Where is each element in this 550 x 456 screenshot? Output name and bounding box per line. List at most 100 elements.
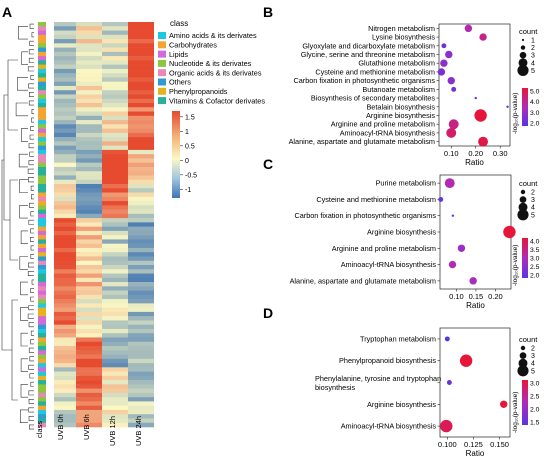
heatmap-cell	[128, 247, 154, 253]
pvalue-colorbar-tick: 1.5	[530, 420, 540, 427]
heatmap-class-cell	[38, 367, 46, 372]
heatmap-cell	[54, 145, 80, 151]
heatmap-class-cell	[38, 392, 46, 398]
heatmap-cell	[102, 77, 128, 82]
heatmap-cell	[128, 260, 154, 266]
heatmap-cell	[102, 311, 128, 317]
heatmap-cell	[76, 51, 102, 57]
heatmap-cell	[76, 371, 102, 377]
heatmap-cell	[102, 324, 128, 330]
heatmap-cell	[76, 303, 102, 308]
heatmap-cell	[76, 196, 102, 202]
heatmap-cell	[76, 239, 102, 244]
heatmap-cell	[128, 196, 154, 202]
heatmap-cell	[128, 166, 154, 172]
heatmap-cell	[54, 132, 80, 138]
heatmap-class-cell	[38, 77, 46, 82]
heatmap-cell	[76, 324, 102, 330]
pvalue-colorbar	[522, 238, 528, 278]
heatmap-cell	[128, 149, 154, 155]
heatmap-cell	[102, 316, 128, 321]
heatmap-class-cell	[38, 333, 46, 338]
heatmap-cell	[76, 154, 102, 159]
pathway-bubble	[448, 260, 457, 269]
heatmap-class-cell	[38, 209, 46, 215]
heatmap-cell	[54, 64, 80, 70]
heatmap-cell	[54, 158, 80, 163]
heatmap-cell	[54, 247, 80, 253]
panel-letter-b: B	[263, 4, 273, 20]
heatmap-cell	[54, 341, 80, 347]
heatmap-cell	[54, 192, 80, 198]
class-legend-label: Nucleotide & its derivates	[169, 59, 252, 68]
heatmap-class-cell	[38, 68, 46, 74]
heatmap-cell	[102, 184, 128, 189]
heatmap-cell	[128, 145, 154, 151]
pvalue-colorbar-tick: 2.5	[530, 264, 540, 271]
heatmap-cell	[76, 290, 102, 296]
heatmap-cell	[76, 166, 102, 172]
pathway-bubble	[446, 380, 452, 385]
heatmap-cell	[76, 111, 102, 117]
heatmap-cell	[54, 149, 80, 155]
heatmap-cell	[102, 286, 128, 291]
heatmap-cell	[128, 34, 154, 40]
category-label: Aminoacyl-tRNA biosynthesis	[341, 422, 437, 431]
pathway-bubble	[440, 419, 453, 433]
heatmap-class-cell	[38, 171, 46, 176]
heatmap-cell	[102, 320, 128, 325]
heatmap-class-cell	[38, 192, 46, 198]
heatmap-cell	[102, 422, 128, 428]
x-tick-label: 0.125	[464, 440, 483, 449]
heatmap-cell	[76, 384, 102, 389]
size-legend-dot	[517, 209, 529, 221]
heatmap-cell	[128, 282, 154, 287]
pvalue-colorbar	[522, 380, 528, 425]
heatmap-class-cell	[38, 235, 46, 240]
size-legend-dot	[519, 352, 527, 359]
panel-letter-c: C	[263, 156, 273, 172]
heatmap-cell	[76, 30, 102, 36]
heatmap-cell	[102, 256, 128, 262]
heatmap-cell	[76, 22, 102, 27]
heatmap-class-cell	[38, 277, 46, 283]
heatmap-cell	[128, 60, 154, 65]
heatmap-class-cell	[38, 184, 46, 189]
size-legend-title: count	[519, 335, 538, 344]
heatmap-class-cell	[38, 132, 46, 138]
colorbar-tick-label: -0.5	[185, 172, 197, 179]
heatmap-cell	[102, 358, 128, 364]
pathway-bubble	[441, 43, 447, 49]
heatmap-cell	[76, 409, 102, 415]
heatmap-cell	[128, 239, 154, 244]
heatmap-class-cell	[38, 409, 46, 415]
heatmap-cell	[76, 124, 102, 129]
category-label: Lysine biosynthesis	[372, 33, 435, 42]
pathway-bubble	[469, 277, 477, 285]
heatmap-cell	[76, 277, 102, 283]
size-legend-label: 5	[531, 368, 535, 375]
heatmap-cell	[128, 328, 154, 334]
heatmap-cell	[102, 333, 128, 338]
heatmap-cell	[54, 307, 80, 313]
size-legend-title: count	[519, 179, 538, 188]
heatmap-cell	[102, 235, 128, 240]
heatmap-cell	[54, 401, 80, 406]
heatmap-cell	[102, 405, 128, 411]
heatmap-cell	[102, 230, 128, 236]
class-legend-label: Phenylpropanoids	[169, 87, 228, 96]
heatmap-cell	[128, 350, 154, 355]
pvalue-colorbar-title: -log₁₀(p-value)	[512, 392, 519, 433]
heatmap-cell	[54, 73, 80, 78]
heatmap-column-labels: class UVB 0h UVB 6h UVB 12h UVB 24h	[35, 414, 143, 446]
heatmap-cell	[128, 316, 154, 321]
heatmap-cell	[54, 90, 80, 95]
heatmap-cell	[102, 137, 128, 142]
heatmap-cell	[54, 115, 80, 121]
heatmap-cell	[76, 120, 102, 125]
heatmap-class-cell	[38, 85, 46, 91]
size-legend-label: 2	[531, 346, 535, 353]
heatmap-cell	[54, 209, 80, 215]
class-legend-swatch	[158, 41, 166, 49]
class-legend-swatch	[158, 78, 166, 86]
